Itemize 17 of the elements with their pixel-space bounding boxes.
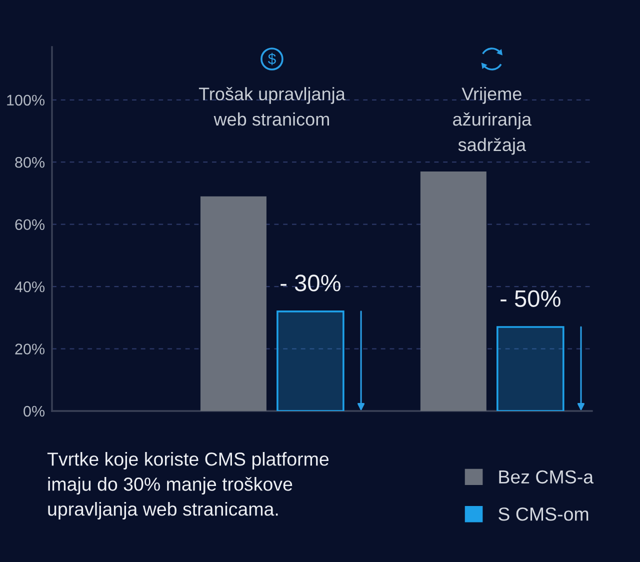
bar [496,326,564,411]
text: Tvrtke koje koriste CMS platforme imaju do 30% manje troškove upravljanja web stranicama. [47,452,329,520]
legend-label: Bez CMS-a [499,470,594,484]
y-tick-label: 100% [7,94,45,106]
x-tick-label: Trošak upravljanja web stranicom [198,87,346,126]
bar [200,196,266,411]
y-tick-label: 60% [15,219,45,230]
bar [276,310,344,411]
bar [420,171,486,411]
annotation: - 50% [500,290,560,307]
legend-label: S CMS-om [498,507,588,521]
y-tick-label: 40% [14,281,45,292]
y-tick-label: 20% [15,344,45,354]
annotation: - 30% [280,274,340,292]
x-tick-label: Vrijeme ažuriranja sadržaja [453,87,532,155]
y-tick-label: 80% [15,156,45,168]
y-tick-label: 0% [24,406,45,417]
